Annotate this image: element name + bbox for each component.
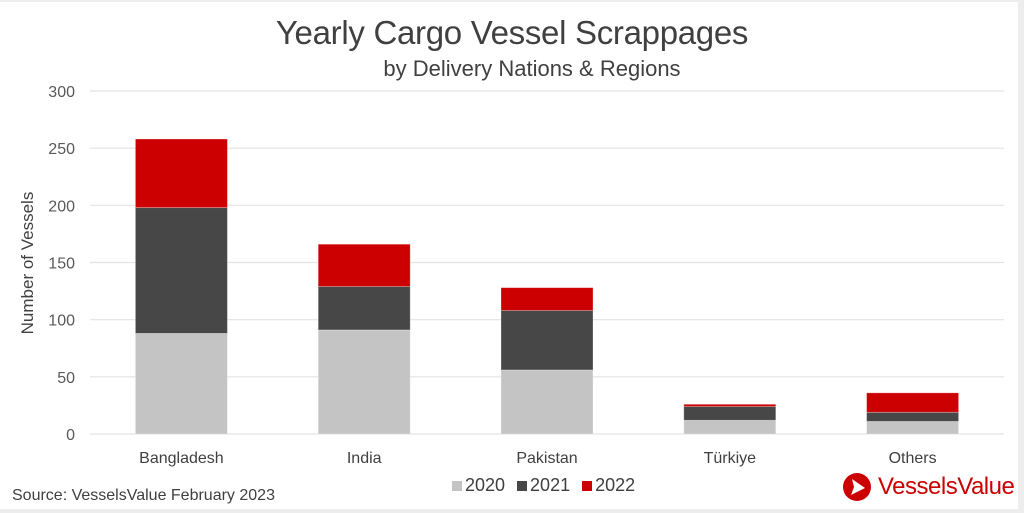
y-tick-label: 200	[48, 198, 75, 215]
legend-swatch	[452, 480, 462, 491]
x-category-label: Others	[889, 450, 937, 467]
legend: 2020 2021 2022	[452, 475, 635, 496]
bar-others-2020	[866, 421, 959, 435]
bar-pakistan-2020	[500, 369, 594, 435]
y-tick-label: 0	[66, 427, 75, 444]
y-tick-label: 50	[57, 370, 75, 387]
x-category-label: Bangladesh	[139, 450, 224, 467]
x-category-label: Pakistan	[516, 450, 577, 467]
legend-item-2022: 2022	[582, 475, 635, 496]
bar-bangladesh-2021	[134, 207, 228, 334]
x-category-label: India	[347, 450, 382, 467]
chart-title: Yearly Cargo Vessel Scrappages	[275, 14, 749, 51]
y-tick-label: 150	[48, 256, 75, 273]
bar-others-2021	[866, 411, 959, 422]
bar-india-2021	[317, 286, 411, 331]
y-tick-label: 250	[48, 141, 75, 158]
bar-india-2022	[317, 243, 411, 287]
legend-swatch	[582, 480, 593, 491]
bar-pakistan-2021	[500, 310, 594, 371]
source-note: Source: VesselsValue February 2023	[12, 487, 275, 504]
legend-label: 2020	[465, 475, 506, 495]
bar-india-2020	[317, 329, 411, 435]
bar-bangladesh-2020	[134, 332, 228, 435]
brand-logo: VesselsValue	[842, 472, 1015, 502]
x-axis-categories: Bangladesh India Pakistan Türkiye Others	[139, 450, 936, 467]
bar-trkiye-2020	[683, 419, 777, 435]
bars	[134, 138, 959, 435]
x-category-label: Türkiye	[704, 450, 757, 467]
y-tick-label: 300	[48, 84, 75, 101]
bar-bangladesh-2022	[134, 138, 228, 209]
chart-subtitle: by Delivery Nations & Regions	[383, 56, 681, 81]
bar-trkiye-2022	[683, 403, 777, 407]
vesselsvalue-logo-icon	[843, 473, 871, 501]
legend-item-2020: 2020	[452, 475, 505, 496]
gridlines	[90, 90, 1004, 435]
legend-swatch	[517, 480, 528, 491]
y-axis-label: Number of Vessels	[18, 192, 37, 335]
legend-label: 2021	[530, 475, 571, 495]
y-tick-label: 100	[48, 313, 75, 330]
bar-pakistan-2022	[500, 287, 594, 311]
logo-text: VesselsValue	[878, 473, 1015, 500]
legend-label: 2022	[595, 475, 636, 495]
legend-item-2021: 2021	[517, 475, 570, 496]
bar-others-2022	[866, 392, 959, 413]
bar-trkiye-2021	[683, 406, 777, 421]
y-axis-ticks: 0 50 100 150 200 250 300	[48, 84, 75, 444]
